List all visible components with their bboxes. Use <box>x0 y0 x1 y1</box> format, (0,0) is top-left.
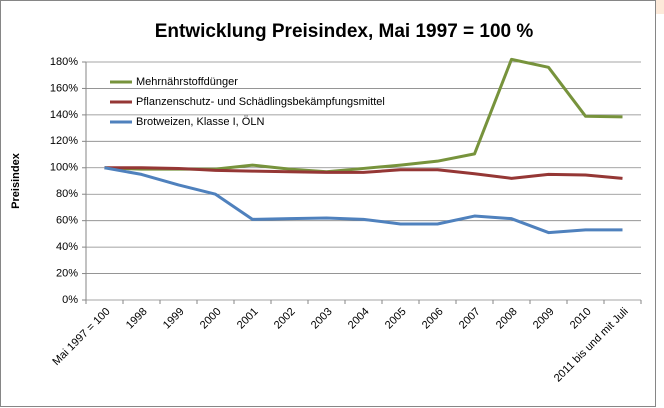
series-line <box>104 166 623 180</box>
y-tick-label: 120% <box>50 135 78 147</box>
y-tick-label: 80% <box>56 188 78 200</box>
chart-title: Entwicklung Preisindex, Mai 1997 = 100 % <box>155 21 534 42</box>
legend-label: Pflanzenschutz- und Schädlingsbekämpfung… <box>136 96 385 108</box>
series-line <box>104 166 623 235</box>
legend-label: Brotweizen, Klasse I, ÖLN <box>136 116 264 128</box>
y-tick-label: 0% <box>62 294 78 306</box>
legend-label: Mehrnährstoffdünger <box>136 76 238 88</box>
y-tick-label: 140% <box>50 109 78 121</box>
y-tick-label: 40% <box>56 241 78 253</box>
y-tick-label: 60% <box>56 215 78 227</box>
y-axis-title: Preisindex <box>10 152 22 209</box>
y-tick-label: 180% <box>50 56 78 68</box>
y-tick-label: 20% <box>56 267 78 279</box>
y-tick-label: 100% <box>50 162 78 174</box>
y-tick-label: 160% <box>50 82 78 94</box>
